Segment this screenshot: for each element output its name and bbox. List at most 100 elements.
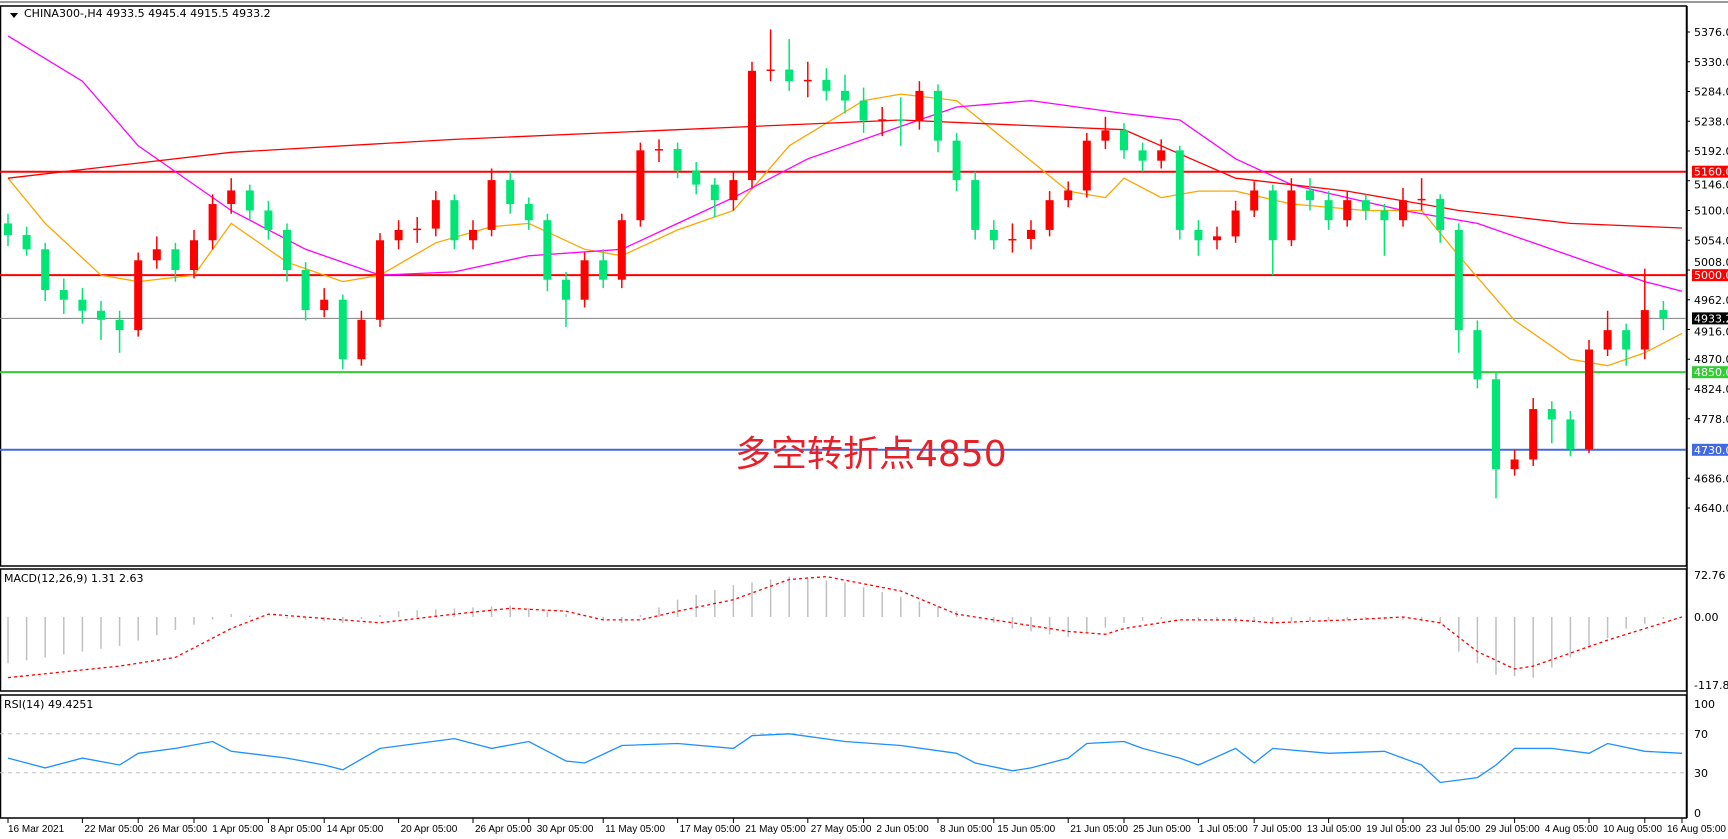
level-price-tag-text: 4850.0 (1694, 366, 1728, 379)
level-price-tag-text: 5000.0 (1694, 269, 1728, 282)
candle-body (822, 79, 831, 91)
candle-body (1585, 349, 1593, 450)
candle (524, 197, 533, 230)
candle-body (376, 240, 384, 320)
candle (152, 236, 161, 269)
candle (1585, 339, 1593, 454)
price-tick-label: 5330.0 (1694, 56, 1728, 69)
candle (1027, 220, 1035, 250)
candle (617, 213, 626, 289)
time-tick-label: 17 May 05:00 (680, 824, 741, 835)
candle-body (1008, 238, 1017, 241)
collapse-triangle-icon[interactable] (10, 13, 18, 18)
candle (1101, 116, 1110, 150)
candle (506, 171, 515, 214)
candle-body (97, 310, 105, 320)
candle (878, 107, 887, 137)
time-tick-label: 26 Apr 05:00 (475, 824, 532, 835)
price-tick-label: 5008.0 (1694, 256, 1728, 269)
candle-body (41, 249, 50, 291)
candle (785, 39, 794, 91)
candle (394, 220, 403, 250)
candle (859, 87, 868, 133)
candle-body (1380, 210, 1389, 221)
candle-body (859, 100, 868, 121)
candle (636, 142, 645, 227)
time-tick-label: 23 Jul 05:00 (1426, 824, 1481, 835)
candle-body (1603, 330, 1612, 350)
candle (803, 61, 812, 98)
candle-body (1027, 229, 1035, 239)
time-tick-label: 7 Jul 05:00 (1253, 824, 1302, 835)
candle-body (1120, 130, 1128, 151)
price-tick-label: 4824.0 (1694, 383, 1728, 396)
time-tick-label: 25 Jun 05:00 (1133, 824, 1191, 835)
candle (1417, 178, 1426, 211)
candle-body (1175, 150, 1184, 230)
time-tick-label: 15 Jun 05:00 (997, 824, 1055, 835)
price-tick-label: 4778.0 (1694, 413, 1728, 426)
candle-body (1157, 150, 1166, 161)
price-tick-label: 4640.0 (1694, 502, 1728, 515)
candle (208, 194, 217, 250)
candle (227, 178, 236, 214)
candle (1231, 200, 1240, 243)
time-tick-label: 8 Jun 05:00 (940, 824, 993, 835)
candle-body (357, 319, 366, 360)
candle-body (1436, 198, 1445, 230)
time-axis: 16 Mar 2021 22 Mar 05:00 26 Mar 05:00 1 Apr… (7, 818, 1726, 835)
candle-body (227, 190, 236, 205)
candle-body (338, 299, 347, 360)
candle-body (729, 180, 738, 201)
candle (673, 142, 682, 179)
candle-body (748, 70, 756, 181)
candle-body (934, 90, 942, 141)
time-tick-label: 16 Aug 05:00 (1667, 824, 1726, 835)
candle-body (115, 319, 124, 331)
candle-body (1473, 330, 1482, 380)
candle-body (1194, 229, 1203, 241)
price-tick-label: 5238.0 (1694, 115, 1728, 128)
candle (822, 68, 831, 101)
level-price-tag-text: 4730.0 (1694, 444, 1728, 457)
candle (1566, 410, 1575, 457)
time-tick-label: 2 Jun 05:00 (876, 824, 929, 835)
candle-body (803, 79, 812, 82)
annotation-text: 多空转折点4850 (735, 434, 1007, 475)
candle (283, 223, 291, 282)
moving-average-mid (7, 35, 1683, 292)
candle (599, 249, 608, 289)
candle-body (1361, 200, 1370, 211)
candle (22, 226, 31, 256)
candle-body (413, 228, 422, 231)
macd-title: MACD(12,26,9) 1.31 2.63 (4, 572, 144, 585)
candle (934, 84, 942, 153)
candle-body (1101, 130, 1110, 141)
candle (171, 242, 180, 282)
candle-body (1306, 190, 1314, 201)
candle (1064, 181, 1073, 208)
candle (376, 233, 384, 327)
candle (766, 29, 775, 82)
time-tick-label: 1 Jul 05:00 (1199, 824, 1248, 835)
candle (1045, 191, 1054, 237)
candle (543, 213, 552, 292)
macd-tick-label: 0.00 (1694, 611, 1719, 624)
candle (1547, 401, 1556, 444)
candle-body (841, 90, 849, 101)
candle (729, 171, 738, 211)
candle (134, 252, 143, 337)
candle-body (1231, 210, 1240, 237)
candle-body (766, 69, 775, 72)
candle (1492, 372, 1500, 499)
time-tick-label: 13 Jul 05:00 (1307, 824, 1362, 835)
candle (59, 278, 68, 314)
candle (1510, 449, 1519, 476)
candle (710, 178, 719, 217)
level-price-tag-text: 5160.0 (1694, 166, 1728, 179)
candle-body (1640, 310, 1649, 350)
candle-body (1138, 150, 1147, 161)
rsi-tick-label: 70 (1694, 728, 1708, 741)
candle-body (171, 249, 180, 270)
